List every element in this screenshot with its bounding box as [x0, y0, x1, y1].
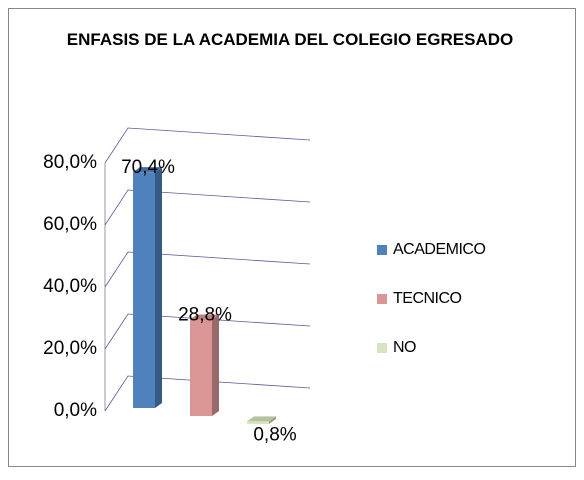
chart-border [8, 8, 576, 467]
grid-line [104, 375, 311, 412]
data-label: 28,8% [178, 305, 232, 326]
grid-line [104, 313, 311, 350]
data-label: 70,4% [121, 157, 175, 178]
legend-swatch [377, 245, 387, 255]
bar [133, 172, 155, 408]
bar [247, 421, 269, 424]
bar-top [133, 167, 162, 173]
bar-top [247, 416, 276, 422]
y-tick-label: 0,0% [54, 400, 97, 421]
y-tick-label: 80,0% [43, 152, 97, 173]
bar-side [155, 167, 162, 408]
legend-swatch [377, 343, 387, 353]
bar-side [212, 314, 219, 416]
chart-title: ENFASIS DE LA ACADEMIA DEL COLEGIO EGRES… [66, 30, 514, 49]
legend-label: TECNICO [393, 290, 462, 307]
legend-label: ACADEMICO [393, 241, 485, 258]
y-tick-label: 40,0% [43, 276, 97, 297]
grid-line [104, 127, 311, 164]
grid-line [104, 251, 311, 288]
bar [190, 319, 212, 416]
legend-label: NO [393, 339, 416, 356]
legend-swatch [377, 294, 387, 304]
bar-side [269, 416, 276, 424]
data-label: 0,8% [253, 424, 296, 445]
y-tick-label: 20,0% [43, 338, 97, 359]
y-tick-label: 60,0% [43, 214, 97, 235]
grid-line [104, 189, 311, 226]
bar-top [190, 314, 219, 320]
